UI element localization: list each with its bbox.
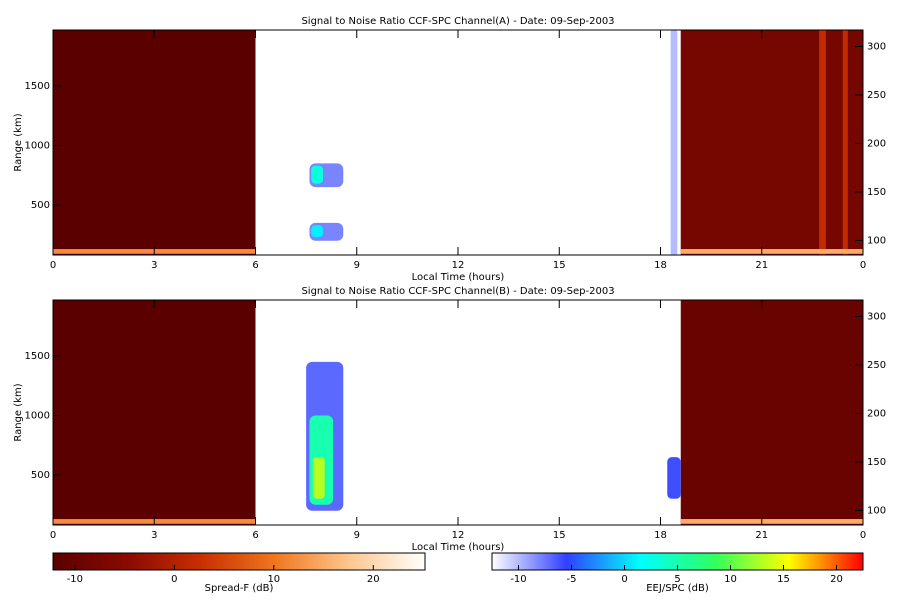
colorbar-tick-label: 15	[777, 574, 790, 585]
y2-tick-label: 150	[867, 457, 886, 468]
colorbar-tick-label: 10	[267, 574, 280, 585]
x-tick-label: 12	[452, 260, 465, 271]
x-tick-label: 12	[452, 530, 465, 541]
colorbar-tick-label: 0	[171, 574, 177, 585]
spread-f-block	[53, 30, 256, 255]
x-tick-label: 21	[755, 530, 768, 541]
colorbar-tick-label: -5	[567, 574, 577, 585]
y2-tick-label: 250	[867, 90, 886, 101]
plot-area	[53, 30, 863, 255]
y2-tick-label: 150	[867, 187, 886, 198]
colorbar-label: EEJ/SPC (dB)	[646, 583, 709, 594]
x-tick-label: 18	[654, 260, 667, 271]
x-tick-label: 6	[252, 260, 258, 271]
y-tick-label: 1000	[25, 410, 50, 421]
colorbar-tick-label: -10	[510, 574, 526, 585]
y-tick-label: 500	[31, 200, 50, 211]
plot-area	[53, 300, 863, 525]
colorbar-tick-label: 10	[724, 574, 737, 585]
x-tick-label: 0	[50, 260, 56, 271]
x-axis-label: Local Time (hours)	[412, 272, 505, 283]
y2-tick-label: 300	[867, 311, 886, 322]
x-tick-label: 0	[860, 530, 866, 541]
x-tick-label: 0	[860, 260, 866, 271]
y-tick-label: 1000	[25, 140, 50, 151]
colorbar-tick-label: 0	[621, 574, 627, 585]
chart-title: Signal to Noise Ratio CCF-SPC Channel(B)…	[301, 286, 614, 297]
y2-tick-label: 300	[867, 41, 886, 52]
y2-tick-label: 100	[867, 505, 886, 516]
y-tick-label: 1500	[25, 81, 50, 92]
spread-f-block	[842, 30, 848, 255]
colorbar-tick-label: 20	[367, 574, 380, 585]
eej-echo	[670, 30, 678, 255]
y2-tick-label: 250	[867, 360, 886, 371]
x-tick-label: 9	[354, 530, 360, 541]
eej-echo	[311, 165, 323, 184]
spread-f-block	[680, 519, 863, 524]
colorbar-label: Spread-F (dB)	[205, 583, 274, 594]
spread-f-block	[680, 30, 863, 255]
x-axis-label: Local Time (hours)	[412, 542, 505, 553]
y-tick-label: 500	[31, 470, 50, 481]
y-axis-label: Range (km)	[13, 383, 24, 441]
y-tick-label: 1500	[25, 351, 50, 362]
eej-echo	[311, 225, 323, 238]
spread-f-block	[680, 300, 863, 525]
colorbar-tick-label: -10	[67, 574, 83, 585]
x-tick-label: 21	[755, 260, 768, 271]
colorbar-tick-label: 5	[674, 574, 680, 585]
y2-tick-label: 100	[867, 235, 886, 246]
eej-echo	[312, 457, 325, 499]
spread-f-block	[680, 249, 863, 254]
spread-f-block	[819, 30, 826, 255]
x-tick-label: 18	[654, 530, 667, 541]
x-tick-label: 15	[553, 260, 566, 271]
eej-echo	[667, 457, 681, 499]
x-tick-label: 15	[553, 530, 566, 541]
x-tick-label: 9	[354, 260, 360, 271]
x-tick-label: 3	[151, 530, 157, 541]
x-tick-label: 0	[50, 530, 56, 541]
x-tick-label: 3	[151, 260, 157, 271]
x-tick-label: 6	[252, 530, 258, 541]
colorbar	[52, 552, 426, 571]
chart-title: Signal to Noise Ratio CCF-SPC Channel(A)…	[301, 16, 614, 27]
y2-tick-label: 200	[867, 138, 886, 149]
y-axis-label: Range (km)	[13, 113, 24, 171]
y2-tick-label: 200	[867, 408, 886, 419]
colorbar-tick-label: 20	[830, 574, 843, 585]
spread-f-block	[53, 300, 256, 525]
